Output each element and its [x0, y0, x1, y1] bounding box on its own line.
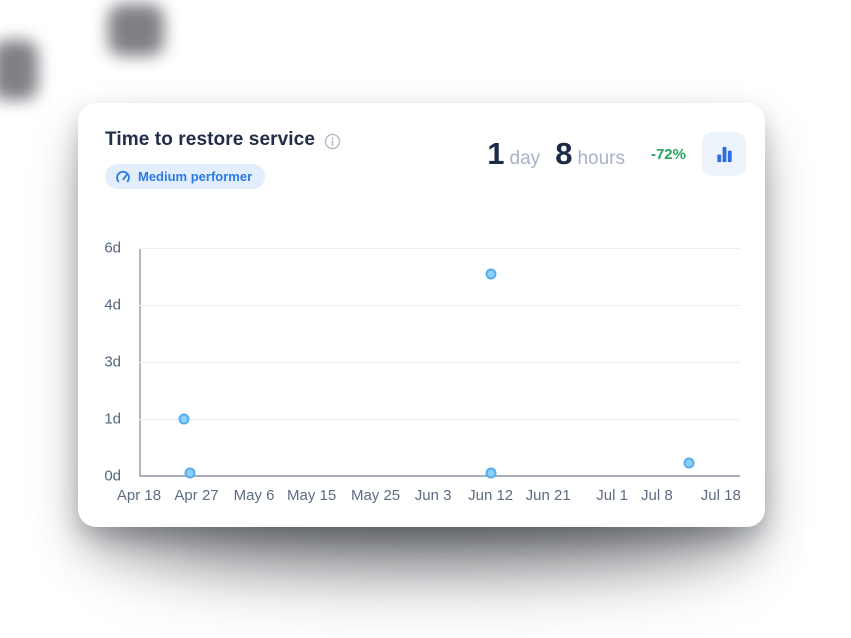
metric-card: Time to restore service — [78, 103, 765, 527]
metric-hours-unit: hours — [577, 148, 625, 169]
x-tick-label: May 6 — [233, 487, 275, 504]
y-tick-label: 3d — [104, 353, 121, 371]
gridline — [139, 362, 740, 363]
x-axis-labels: Apr 18 Apr 27 May 6 May 15 May 25 Jun 3 Jun 12… — [117, 487, 741, 505]
gridline — [139, 248, 740, 249]
gridline — [139, 305, 740, 306]
card-header: Time to restore service — [78, 103, 765, 189]
y-tick-label: 1d — [104, 410, 121, 428]
y-tick-label: 6d — [104, 239, 121, 257]
y-axis-labels: 0d 1d 3d 4d 6d — [78, 240, 130, 485]
header-left: Time to restore service — [105, 129, 341, 189]
y-tick-label: 0d — [104, 467, 121, 485]
ambient-shadow — [108, 4, 164, 56]
x-tick-label: Jul 8 — [641, 487, 673, 504]
metric-days-value: 1 — [487, 136, 505, 171]
bar-chart-icon — [714, 144, 735, 165]
metric-value: 1 day 8 hours — [487, 138, 625, 170]
scatter-plot-area — [139, 248, 740, 479]
header-right: 1 day 8 hours -72% — [487, 132, 746, 176]
delta-badge: -72% — [650, 145, 686, 163]
x-tick-label: Jun 21 — [525, 487, 571, 504]
data-point[interactable] — [485, 467, 497, 479]
data-point[interactable] — [184, 467, 196, 479]
x-tick-label: Apr 27 — [174, 487, 219, 504]
info-icon[interactable] — [324, 133, 341, 150]
x-tick-label: Jul 1 — [596, 487, 628, 504]
x-axis-line — [139, 475, 740, 477]
x-tick-label: Jun 3 — [414, 487, 452, 504]
metric-hours-value: 8 — [555, 136, 573, 171]
data-point[interactable] — [683, 457, 695, 469]
gridline — [139, 419, 740, 420]
gauge-icon — [115, 170, 131, 184]
y-tick-label: 4d — [104, 296, 121, 314]
x-tick-label: May 15 — [287, 487, 337, 504]
performance-badge: Medium performer — [105, 164, 266, 189]
bar-chart-toggle-button[interactable] — [702, 132, 746, 176]
data-point[interactable] — [485, 268, 497, 280]
card-title: Time to restore service — [105, 129, 316, 150]
data-point[interactable] — [178, 413, 190, 425]
x-tick-label: Apr 18 — [116, 487, 162, 504]
x-tick-label: Jul 18 — [700, 487, 741, 504]
metric-days-unit: day — [509, 148, 541, 169]
badge-label: Medium performer — [138, 169, 253, 184]
x-tick-label: May 25 — [350, 487, 401, 504]
x-tick-label: Jun 12 — [468, 487, 514, 504]
ambient-shadow — [0, 40, 38, 100]
